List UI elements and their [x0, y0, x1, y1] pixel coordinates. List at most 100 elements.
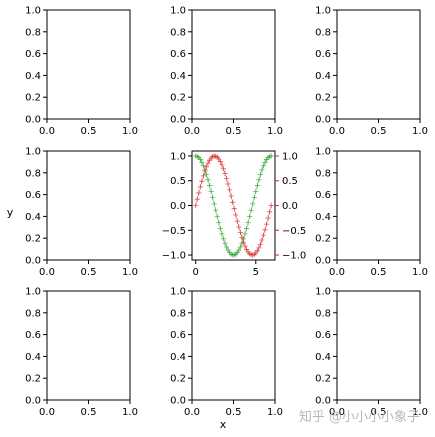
data-point [203, 164, 210, 170]
series-sin [193, 153, 274, 258]
y-tick-label: 0.0 [25, 256, 41, 267]
y-tick-label: 0.6 [170, 49, 186, 60]
data-point [211, 201, 217, 207]
y-tick-label: 0.6 [25, 190, 41, 201]
y-tick-label: 0.8 [170, 308, 186, 319]
x-tick-label: 1.0 [412, 267, 428, 278]
data-point [194, 196, 200, 202]
left-y-tick-label: 0.5 [170, 176, 186, 187]
left-y-tick-label: −1.0 [162, 251, 186, 262]
data-point [219, 162, 225, 168]
data-point [268, 153, 274, 159]
x-tick-label: 1.0 [122, 267, 138, 278]
data-point [259, 237, 265, 243]
y-tick-label: 0.6 [25, 330, 41, 341]
data-point [206, 182, 213, 189]
x-tick-label: 0.0 [329, 126, 345, 137]
data-point [260, 232, 267, 238]
y-tick-label: 1.0 [315, 287, 331, 298]
y-tick-label: 1.0 [170, 6, 186, 17]
x-tick-label: 0.5 [371, 407, 387, 418]
y-tick-label: 0.4 [25, 71, 41, 82]
x-tick-label: 0.5 [81, 267, 97, 278]
data-point [203, 172, 210, 178]
y-tick-label: 0.2 [170, 374, 186, 385]
y-tick-label: 0.0 [315, 115, 331, 126]
data-point [197, 184, 203, 190]
subplot-r2-c1: 0.0 0.2 0.4 0.6 0.8 1.0 0.0 0.5 1.0 [25, 147, 138, 279]
axes-frame [46, 290, 131, 401]
data-point [242, 231, 248, 237]
y-tick-label: 0.0 [170, 396, 186, 407]
data-point [210, 194, 216, 201]
axes-frame [191, 9, 276, 120]
data-point [263, 221, 270, 227]
y-tick-label: 1.0 [315, 147, 331, 158]
x-tick-label: 0.5 [81, 126, 97, 137]
data-point [220, 166, 227, 172]
data-point [196, 190, 202, 196]
x-tick-label: 0.5 [371, 267, 387, 278]
y-tick-label: 0.0 [315, 256, 331, 267]
x-tick-label: 1.0 [412, 126, 428, 137]
x-tick-label: 1.0 [122, 126, 138, 137]
data-point [257, 241, 264, 247]
right-y-tick-label: −1.0 [282, 251, 306, 262]
data-point [202, 168, 208, 174]
data-point [257, 172, 264, 178]
watermark: 知乎 @小小小小象子 [299, 409, 420, 425]
y-tick-label: 1.0 [25, 287, 41, 298]
data-point [262, 159, 268, 165]
data-point [253, 188, 259, 195]
data-point [219, 231, 225, 237]
left-y-tick-label: −0.5 [162, 226, 186, 237]
axes-frame [336, 9, 421, 120]
y-tick-label: 0.8 [315, 308, 331, 319]
y-tick-label: 0.8 [25, 308, 41, 319]
y-tick-label: 0.0 [315, 396, 331, 407]
data-point [254, 182, 260, 189]
data-point [231, 206, 237, 212]
x-tick-label: 5 [253, 267, 259, 278]
data-point [220, 236, 227, 242]
y-tick-label: 1.0 [315, 6, 331, 17]
x-tick-label: 1.0 [267, 126, 283, 137]
y-tick-label: 0.8 [315, 168, 331, 179]
y-tick-label: 0.2 [25, 374, 41, 385]
subplot-r1-c3: 0.0 0.2 0.4 0.6 0.8 1.0 0.0 0.5 1.0 [315, 6, 428, 138]
data-point [223, 175, 230, 182]
x-tick-label: 0.0 [329, 407, 345, 418]
data-point [256, 177, 262, 183]
subplot-r3-c2: 0.0 0.2 0.4 0.6 0.8 1.0 0.0 0.5 1.0 [170, 287, 283, 419]
y-tick-label: 0.8 [25, 27, 41, 38]
x-tick-label: 0.5 [371, 126, 387, 137]
data-point [243, 225, 250, 232]
data-point [214, 213, 220, 220]
data-point [267, 209, 273, 215]
right-y-tick-label: −0.5 [282, 226, 306, 237]
data-point [262, 227, 268, 233]
data-point [208, 188, 214, 195]
data-point [217, 225, 223, 232]
data-point [250, 201, 256, 207]
y-tick-label: 1.0 [25, 6, 41, 17]
data-point [237, 229, 243, 236]
data-point [223, 244, 230, 250]
data-point [217, 158, 223, 165]
data-point [242, 243, 248, 249]
data-point [260, 163, 267, 169]
data-point [268, 202, 274, 209]
data-point [230, 199, 236, 205]
x-tick-label: 1.0 [122, 407, 138, 418]
data-point [222, 170, 228, 176]
y-tick-label: 0.6 [315, 49, 331, 60]
left-y-tick-label: 1.0 [170, 151, 186, 162]
axes-frame [46, 150, 131, 261]
right-y-tick-label: 0.0 [282, 201, 298, 212]
data-point [251, 194, 257, 201]
subplot-r1-c2: 0.0 0.2 0.4 0.6 0.8 1.0 0.0 0.5 1.0 [170, 6, 283, 138]
x-tick-label: 0.0 [329, 267, 345, 278]
x-tick-label: 0.0 [184, 126, 200, 137]
y-tick-label: 0.2 [315, 93, 331, 104]
